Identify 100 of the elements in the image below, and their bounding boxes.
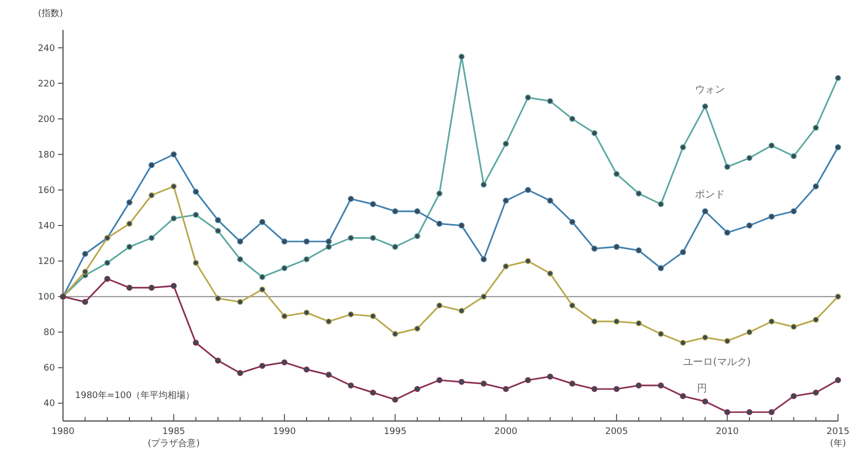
point bbox=[636, 247, 642, 254]
point bbox=[326, 244, 332, 250]
point bbox=[724, 230, 730, 236]
point bbox=[768, 214, 775, 220]
point bbox=[304, 238, 310, 244]
point bbox=[724, 409, 730, 416]
point bbox=[104, 260, 110, 266]
point bbox=[281, 265, 288, 272]
point bbox=[614, 318, 620, 324]
point bbox=[790, 208, 797, 214]
point bbox=[458, 308, 465, 314]
point bbox=[591, 130, 598, 136]
point bbox=[614, 170, 620, 177]
point bbox=[790, 324, 797, 330]
y-tick-label: 200 bbox=[38, 114, 56, 125]
point bbox=[680, 144, 686, 150]
point bbox=[392, 208, 398, 214]
point bbox=[126, 199, 132, 206]
point bbox=[370, 234, 376, 241]
point bbox=[392, 396, 398, 403]
point bbox=[547, 270, 554, 276]
point bbox=[126, 220, 132, 227]
point bbox=[658, 330, 664, 337]
point bbox=[458, 54, 465, 60]
point bbox=[746, 409, 752, 416]
point bbox=[259, 274, 266, 280]
point bbox=[569, 380, 576, 387]
point bbox=[392, 330, 398, 337]
point bbox=[569, 302, 576, 308]
point bbox=[281, 313, 288, 320]
point bbox=[436, 190, 442, 197]
point bbox=[192, 212, 199, 218]
point bbox=[370, 313, 376, 320]
point bbox=[547, 198, 554, 204]
point bbox=[192, 188, 199, 195]
point bbox=[259, 286, 266, 292]
series-label: ポンド bbox=[695, 189, 726, 200]
point bbox=[525, 258, 531, 264]
point bbox=[104, 276, 110, 282]
text: (年) bbox=[830, 438, 846, 449]
point bbox=[304, 256, 310, 262]
point bbox=[547, 374, 554, 380]
point bbox=[812, 124, 819, 131]
point bbox=[658, 382, 664, 388]
point bbox=[82, 268, 88, 275]
point bbox=[569, 218, 576, 225]
point bbox=[768, 409, 775, 416]
point bbox=[480, 294, 487, 300]
x-tick-label: 1990 bbox=[272, 427, 296, 437]
y-tick-label: 100 bbox=[38, 292, 56, 303]
y-tick-label: 160 bbox=[38, 186, 56, 196]
point bbox=[724, 338, 730, 344]
y-axis-title: (指数) bbox=[38, 8, 64, 19]
point bbox=[304, 366, 310, 372]
point bbox=[237, 238, 244, 244]
point bbox=[414, 208, 420, 214]
point bbox=[702, 398, 708, 404]
x-tick-label: 1980 bbox=[52, 427, 75, 437]
y-tick-label: 60 bbox=[44, 364, 56, 374]
series-label: 円 bbox=[697, 383, 708, 394]
point bbox=[812, 390, 819, 396]
point bbox=[547, 98, 554, 104]
point bbox=[215, 217, 221, 224]
point bbox=[480, 182, 487, 188]
point bbox=[237, 298, 244, 305]
point bbox=[348, 311, 354, 318]
point bbox=[126, 244, 132, 250]
point bbox=[326, 372, 332, 378]
point bbox=[680, 340, 686, 346]
point bbox=[614, 244, 620, 250]
point bbox=[281, 359, 288, 366]
point bbox=[414, 233, 420, 240]
point bbox=[525, 94, 531, 101]
x-tick-label: 2010 bbox=[716, 427, 740, 437]
point bbox=[436, 302, 442, 308]
point bbox=[680, 393, 686, 400]
y-tick-label: 240 bbox=[38, 44, 56, 54]
point bbox=[281, 238, 288, 244]
point bbox=[259, 218, 266, 225]
point bbox=[658, 201, 664, 208]
point bbox=[768, 142, 775, 149]
point bbox=[790, 393, 797, 400]
point bbox=[835, 294, 841, 300]
y-tick-label: 220 bbox=[38, 79, 56, 90]
point bbox=[82, 250, 88, 257]
point bbox=[569, 116, 576, 122]
point bbox=[348, 196, 354, 202]
x-tick-label: 2005 bbox=[605, 427, 628, 437]
point bbox=[790, 153, 797, 160]
y-tick-label: 140 bbox=[38, 222, 56, 232]
point bbox=[835, 144, 841, 150]
point bbox=[304, 310, 310, 316]
point bbox=[326, 318, 332, 324]
point bbox=[326, 238, 332, 244]
point bbox=[702, 334, 708, 340]
point bbox=[658, 265, 664, 272]
point bbox=[614, 386, 620, 392]
x-tick-label: 2015 bbox=[826, 427, 850, 437]
point bbox=[148, 192, 155, 198]
point bbox=[746, 154, 752, 161]
